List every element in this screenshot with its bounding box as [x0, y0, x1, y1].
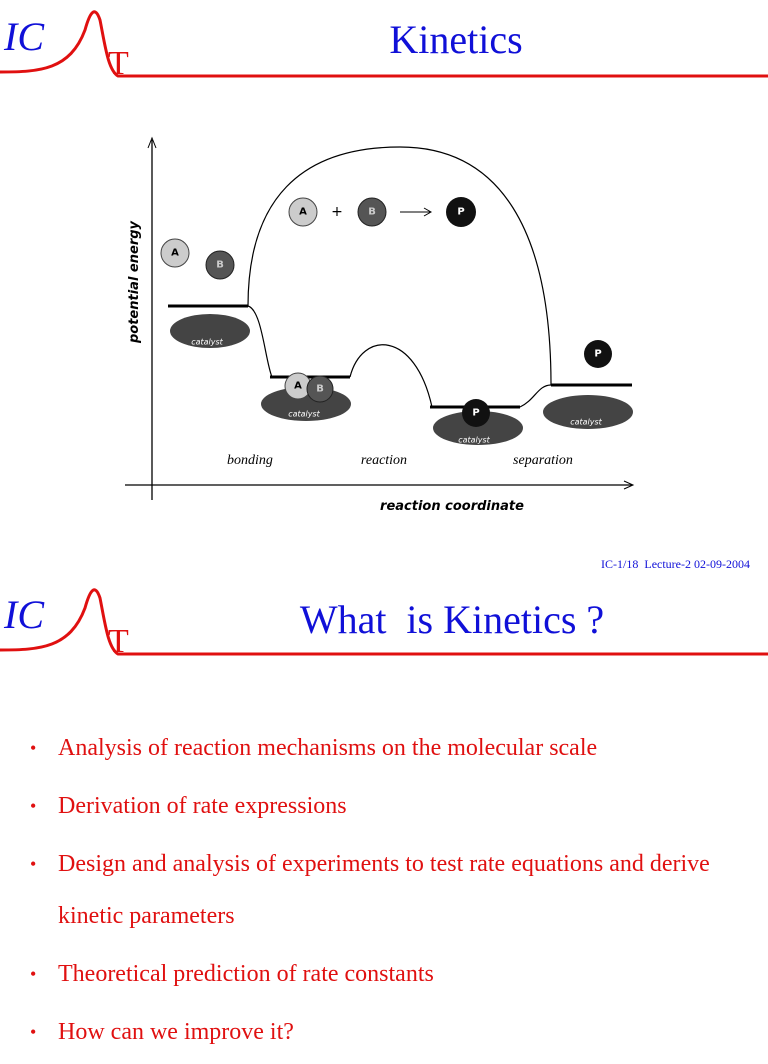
molecule-b: [357, 197, 387, 227]
molecule-label: P: [457, 207, 464, 218]
catalyst-label: catalyst: [458, 436, 490, 445]
plus-sign: +: [331, 204, 343, 220]
slide-header: IC T: [0, 588, 768, 660]
catalysed-path: [247, 305, 552, 408]
uncatalysed-path: [247, 146, 552, 386]
molecule-label: B: [216, 260, 224, 271]
molecule-b: [205, 250, 235, 280]
stage-label: reaction: [361, 453, 407, 468]
slide-title: What is Kinetics ?: [299, 597, 605, 642]
stage-label: separation: [513, 453, 573, 468]
bullet: Theoretical prediction of rate constants: [30, 948, 740, 1000]
molecule-label: B: [368, 207, 376, 218]
stage-label: bonding: [227, 453, 273, 468]
y-arrow: [147, 136, 157, 149]
slide-header: IC T: [0, 10, 768, 82]
catalyst-label: catalyst: [570, 418, 602, 427]
molecule-label: A: [171, 248, 179, 259]
reaction-arrow: [400, 207, 433, 217]
logo-right: T: [108, 623, 129, 660]
catalyst-shape: [543, 395, 633, 429]
bullet: Analysis of reaction mechanisms on the m…: [30, 722, 740, 774]
catalyst-label: catalyst: [191, 338, 223, 347]
x-label: reaction coordinate: [380, 499, 524, 514]
molecule-label: B: [316, 384, 324, 395]
bullet: How can we improve it?: [30, 1006, 740, 1058]
molecule-label: A: [299, 207, 307, 218]
x-arrow: [623, 480, 635, 490]
slide-footer: IC-1/18 Lecture-2 02-09-2004: [601, 557, 750, 571]
molecule-p: [584, 340, 612, 368]
molecule-p: [446, 197, 476, 227]
logo-line: [0, 588, 768, 656]
molecule-a: [160, 238, 190, 268]
logo-left: IC: [3, 14, 45, 59]
molecule-label: P: [594, 349, 601, 360]
catalyst-shape: [433, 411, 523, 445]
y-label: potential energy: [127, 220, 142, 344]
bullet: Design and analysis of experiments to te…: [30, 838, 740, 942]
catalyst-shape: [170, 314, 250, 348]
molecule-p: [462, 399, 490, 427]
logo-left: IC: [3, 592, 45, 637]
bullet: Derivation of rate expressions: [30, 780, 740, 832]
bullet-list: Analysis of reaction mechanisms on the m…: [30, 722, 740, 1064]
molecule-b: [306, 375, 334, 403]
molecule-a: [288, 197, 318, 227]
energy-diagram: potential energy reaction coordinate cat…: [125, 136, 635, 514]
logo-line: [0, 10, 768, 78]
molecule-label: A: [294, 381, 302, 392]
slide-title: Kinetics: [389, 17, 523, 62]
page: IC T Kinetics potential energy reaction …: [0, 0, 768, 1024]
molecule-label: P: [472, 408, 479, 419]
logo-right: T: [108, 45, 129, 82]
diagram-body: potential energy reaction coordinate cat…: [125, 136, 635, 514]
catalyst-label: catalyst: [288, 410, 320, 419]
